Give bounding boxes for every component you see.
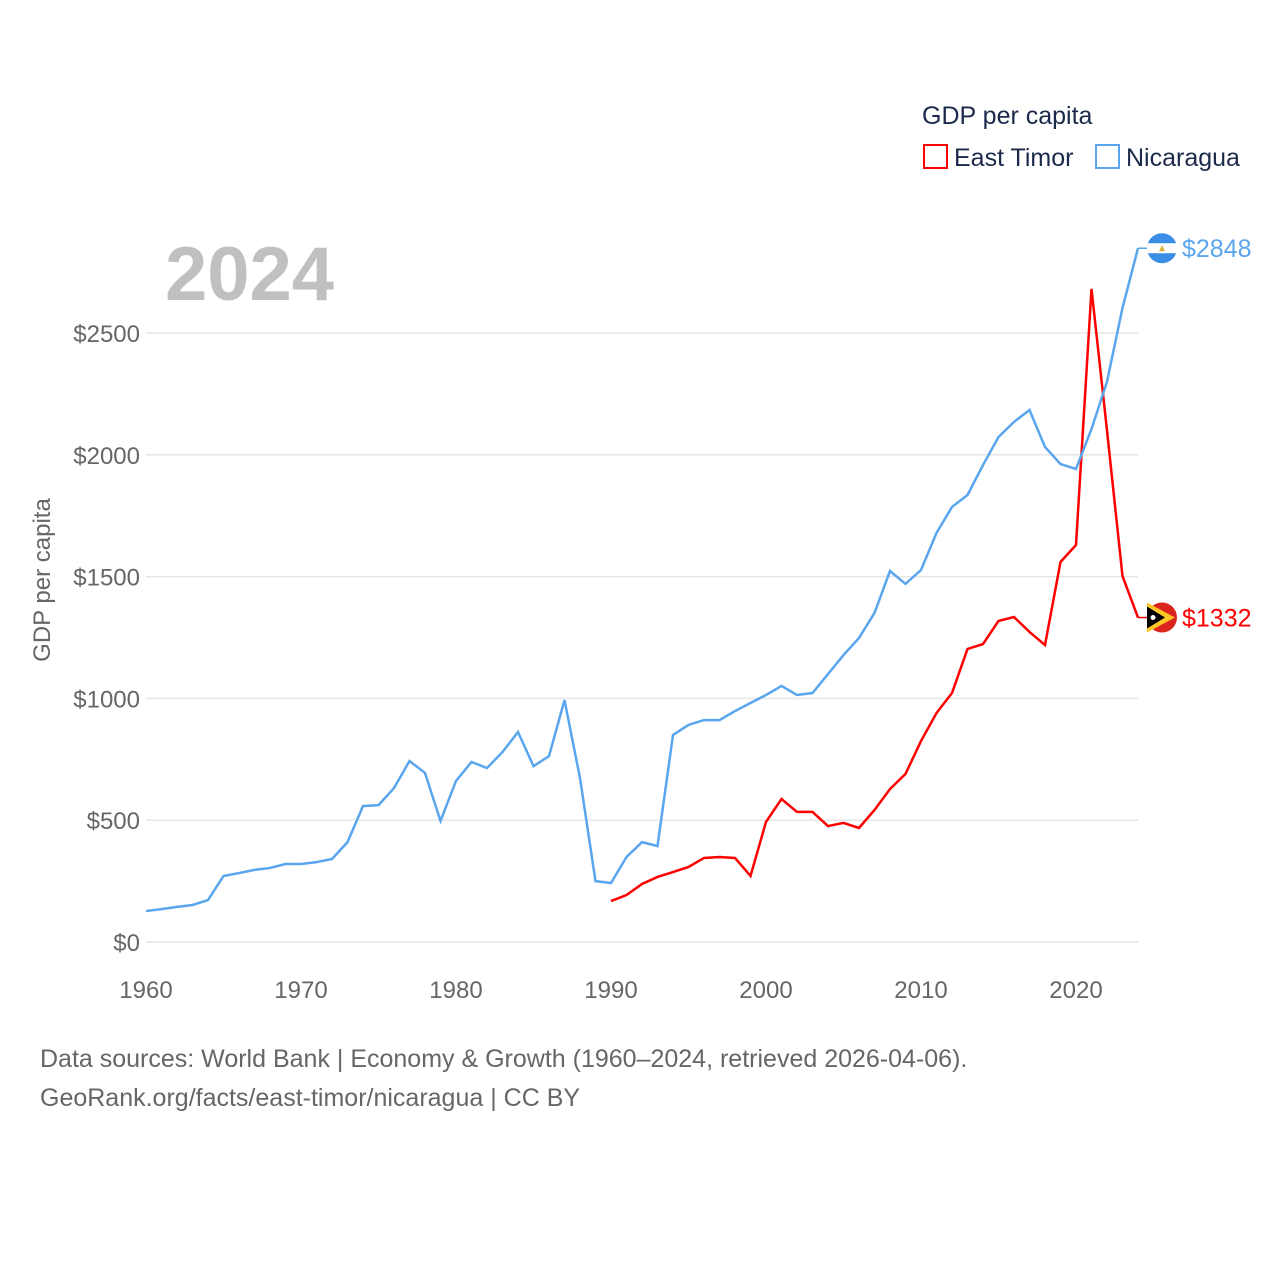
series-line-nicaragua [145,247,1140,913]
y-tick-label: $2500 [73,321,140,348]
end-value-label: $2848 [1182,235,1252,263]
y-tick-label: $0 [113,930,140,957]
legend: GDP per capita East Timor Nicaragua [922,102,1240,172]
legend-title: GDP per capita [922,102,1093,130]
legend-nicaragua[interactable]: Nicaragua [1126,144,1240,172]
east-timor-flag-icon [1147,602,1177,633]
legend-swatch-nicaragua [1095,144,1120,169]
footer-source: Data sources: World Bank | Economy & Gro… [40,1045,968,1073]
footer-url: GeoRank.org/facts/east-timor/nicaragua |… [40,1084,581,1112]
x-tick-label: 1990 [584,977,637,1004]
y-axis-label: GDP per capita [29,498,56,662]
x-tick-label: 1970 [274,977,327,1004]
legend-east-timor[interactable]: East Timor [954,144,1073,172]
x-tick-label: 2000 [739,977,792,1004]
y-tick-label: $1500 [73,565,140,592]
x-tick-label: 1960 [119,977,172,1004]
nicaragua-flag-icon [1147,233,1177,264]
end-value-label: $1332 [1182,605,1252,633]
x-tick-label: 2010 [894,977,947,1004]
y-tick-label: $500 [87,808,140,835]
x-tick-label: 2020 [1049,977,1102,1004]
legend-swatch-east-timor [923,144,948,169]
y-tick-label: $1000 [73,686,140,713]
y-tick-label: $2000 [73,443,140,470]
series-line-east-timor [610,288,1140,903]
x-tick-label: 1980 [429,977,482,1004]
year-watermark: 2024 [165,232,334,317]
